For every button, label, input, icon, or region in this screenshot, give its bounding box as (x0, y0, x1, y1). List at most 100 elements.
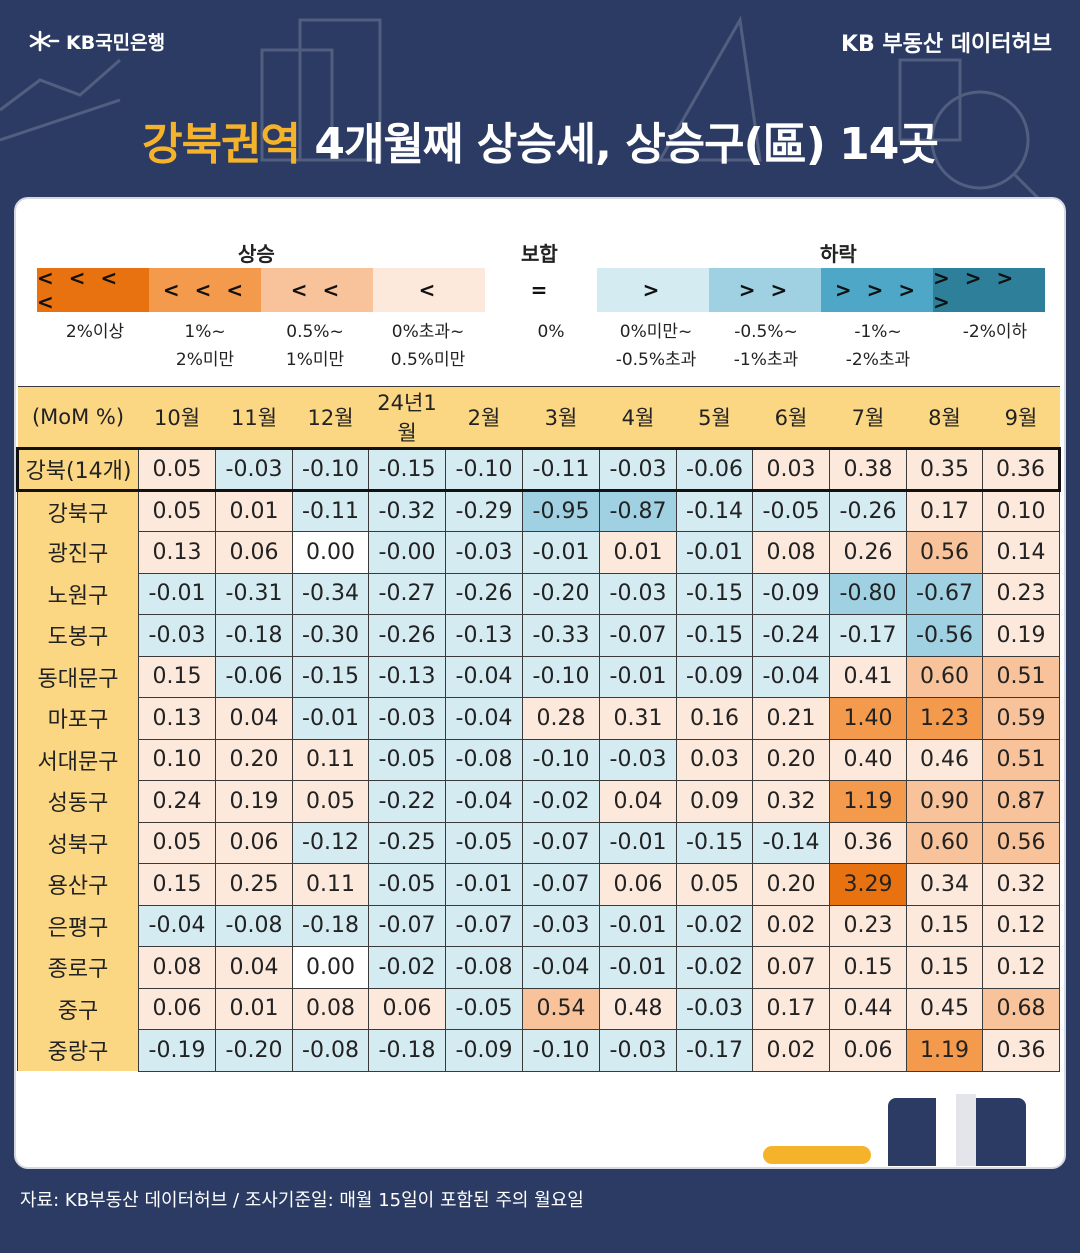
heatmap-cell: 0.51 (982, 655, 1060, 698)
heatmap-cell: -0.25 (368, 821, 446, 864)
heatmap-cell: 0.17 (752, 987, 830, 1030)
heatmap-cell: -0.05 (368, 863, 446, 906)
heatmap-cell: 0.26 (829, 531, 907, 574)
row-label: 동대문구 (17, 656, 139, 698)
legend-label: 0.5%~ 1%미만 (255, 318, 375, 374)
heatmap-cell: -0.08 (445, 738, 523, 781)
row-label: 강북구 (17, 490, 139, 532)
heatmap-cell: -0.07 (599, 614, 677, 657)
heatmap-cell: 0.10 (138, 738, 216, 781)
heatmap-cell: 0.17 (906, 489, 983, 532)
heatmap-cell: -0.08 (445, 946, 523, 989)
kb-bank-logo: KB국민은행 (26, 26, 165, 56)
heatmap-cell: 0.19 (215, 780, 293, 823)
heatmap-cell: 0.02 (752, 904, 830, 947)
heatmap-cell: 0.28 (522, 697, 600, 740)
heatmap-cell: -0.19 (138, 1029, 216, 1072)
heatmap-cell: -0.01 (599, 655, 677, 698)
heatmap-cell: 0.48 (599, 987, 677, 1030)
heatmap-cell: -0.67 (906, 572, 983, 615)
heatmap-cell: 0.00 (292, 946, 369, 989)
heatmap-cell: -0.10 (522, 655, 600, 698)
legend-label-line2: -1%초과 (733, 350, 799, 370)
heatmap-cell: -0.03 (599, 447, 677, 492)
heatmap-cell: -0.03 (599, 738, 677, 781)
heatmap-cell: -0.20 (522, 572, 600, 615)
legend-swatch: < < < (149, 268, 261, 312)
heatmap-cell: -0.03 (138, 614, 216, 657)
heatmap-cell: 0.06 (829, 1029, 907, 1072)
heatmap-cell: -0.18 (292, 904, 369, 947)
legend-swatch: > > > > (933, 266, 1045, 314)
heatmap-cell: -0.33 (522, 614, 600, 657)
heatmap-cell: 0.06 (215, 821, 293, 864)
heatmap-cell: -0.17 (676, 1029, 753, 1072)
heatmap-cell: 0.06 (599, 863, 677, 906)
column-header: 7월 (829, 386, 907, 449)
table-row: 도봉구 -0.03 -0.18 -0.30 -0.26 -0.13 -0.33 -0.07 -0… (17, 614, 1060, 657)
heatmap-cell: 0.05 (138, 821, 216, 864)
row-label: 광진구 (17, 531, 139, 573)
heatmap-cell: 0.56 (906, 531, 983, 574)
heatmap-cell: -0.00 (368, 531, 446, 574)
heatmap-cell: 0.10 (982, 489, 1060, 532)
table-row: 강북구 0.05 0.01 -0.11 -0.32 -0.29 -0.95 -0.87 -0.1… (17, 489, 1060, 532)
heatmap-cell: -0.15 (676, 821, 753, 864)
heatmap-cell: 0.01 (215, 987, 293, 1030)
heatmap-cell: 0.02 (752, 1029, 830, 1072)
heatmap-cell: 0.23 (982, 572, 1060, 615)
heatmap-cell: -0.13 (368, 655, 446, 698)
source-note: 자료: KB부동산 데이터허브 / 조사기준일: 매월 15일이 포함된 주의 … (20, 1190, 584, 1211)
column-header: 12월 (292, 386, 369, 449)
table-row: 용산구 0.15 0.25 0.11 -0.05 -0.01 -0.07 0.06 0.05 0.… (17, 863, 1060, 906)
heatmap-cell: -0.06 (676, 447, 753, 492)
heatmap-cell: -0.26 (445, 572, 523, 615)
heatmap-cell: 0.15 (138, 655, 216, 698)
heatmap-cell: -0.20 (215, 1029, 293, 1072)
heatmap-cell: 0.45 (906, 987, 983, 1030)
title-highlight: 강북권역 (142, 119, 301, 170)
column-header: 9월 (982, 386, 1060, 449)
column-header: 11월 (215, 386, 293, 449)
heatmap-cell: 0.36 (829, 821, 907, 864)
heatmap-cell: -0.04 (752, 655, 830, 698)
heatmap-cell: -0.34 (292, 572, 369, 615)
star-icon (29, 30, 60, 52)
column-header: 10월 (138, 386, 216, 449)
heatmap-cell: 0.24 (138, 780, 216, 823)
table-row: 중구 0.06 0.01 0.08 0.06 -0.05 0.54 0.48 -0.03 0.17… (17, 987, 1060, 1030)
heatmap-cell: -0.56 (906, 614, 983, 657)
heatmap-cell: -0.07 (445, 904, 523, 947)
heatmap-cell: 0.41 (829, 655, 907, 698)
column-header: 3월 (522, 386, 600, 449)
heatmap-cell: -0.27 (368, 572, 446, 615)
legend-label: 0% (491, 318, 611, 346)
heatmap-cell: 1.23 (906, 697, 983, 740)
heatmap-cell: 0.15 (906, 946, 983, 989)
row-label: 서대문구 (17, 739, 139, 781)
heatmap-cell: 0.16 (676, 697, 753, 740)
bank-name: KB국민은행 (66, 31, 166, 54)
legend-label-line2: -0.5%초과 (615, 350, 697, 370)
heatmap-cell: 1.19 (829, 780, 907, 823)
page-title: 강북권역 4개월째 상승세, 상승구(區) 14곳 (0, 108, 1080, 172)
heatmap-cell: -0.87 (599, 489, 677, 532)
legend-label-line1: 2%이상 (65, 322, 125, 342)
heatmap-cell: 0.05 (292, 780, 369, 823)
title-rest: 4개월째 상승세, 상승구(區) 14곳 (300, 119, 939, 170)
row-label: 용산구 (17, 863, 139, 905)
heatmap-cell: 0.11 (292, 863, 369, 906)
heatmap-cell: 0.15 (138, 863, 216, 906)
heatmap-cell: -0.10 (522, 738, 600, 781)
heatmap-cell: 0.04 (599, 780, 677, 823)
heatmap-cell: 0.60 (906, 821, 983, 864)
heatmap-cell: -0.15 (676, 614, 753, 657)
heatmap-cell: -0.03 (368, 697, 446, 740)
heatmap-cell: -0.02 (368, 946, 446, 989)
heatmap-cell: -0.31 (215, 572, 293, 615)
column-header: 8월 (906, 386, 983, 449)
heatmap-cell: -0.18 (368, 1029, 446, 1072)
table-row: 노원구 -0.01 -0.31 -0.34 -0.27 -0.26 -0.20 -0.03 -0… (17, 572, 1060, 615)
heatmap-cell: -0.08 (292, 1029, 369, 1072)
legend-swatch: > > (709, 268, 821, 312)
